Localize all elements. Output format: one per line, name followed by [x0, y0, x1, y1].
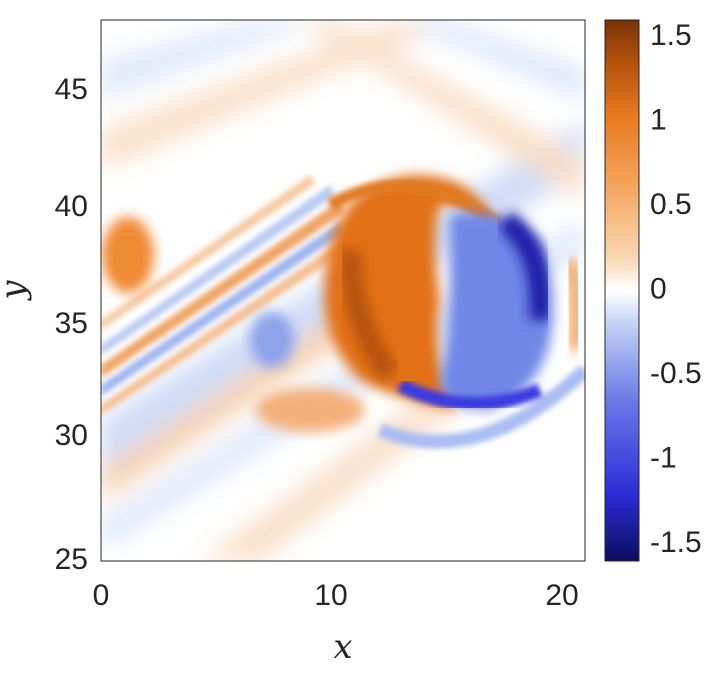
colorbar: 1.5 1 0.5 0 -0.5 -1 -1.5 — [604, 19, 702, 562]
y-tick-label: 35 — [55, 307, 88, 340]
x-axis: 0 10 20 x — [93, 579, 579, 667]
colorbar-tick-label: 0.5 — [650, 188, 692, 221]
colorbar-tick-label: -0.5 — [650, 357, 702, 390]
x-axis-label: x — [333, 627, 352, 667]
y-tick-label: 45 — [55, 73, 88, 106]
y-axis-label: y — [0, 280, 33, 302]
x-tick-label: 10 — [314, 579, 347, 612]
colorbar-tick-label: -1 — [650, 441, 677, 474]
colorbar-gradient — [604, 19, 640, 562]
colorbar-tick-label: -1.5 — [650, 526, 702, 559]
plot-frame — [100, 19, 586, 562]
y-tick-label: 30 — [55, 419, 88, 452]
x-tick-label: 0 — [93, 579, 110, 612]
y-tick-label: 40 — [55, 190, 88, 223]
colorbar-tick-label: 1.5 — [650, 19, 692, 52]
y-axis: 25 30 35 40 45 y — [0, 73, 88, 576]
x-tick-label: 20 — [545, 579, 578, 612]
y-tick-label: 25 — [55, 543, 88, 576]
colorbar-tick-label: 0 — [650, 272, 667, 305]
colorbar-tick-label: 1 — [650, 103, 667, 136]
heatmap-field — [101, 20, 585, 561]
